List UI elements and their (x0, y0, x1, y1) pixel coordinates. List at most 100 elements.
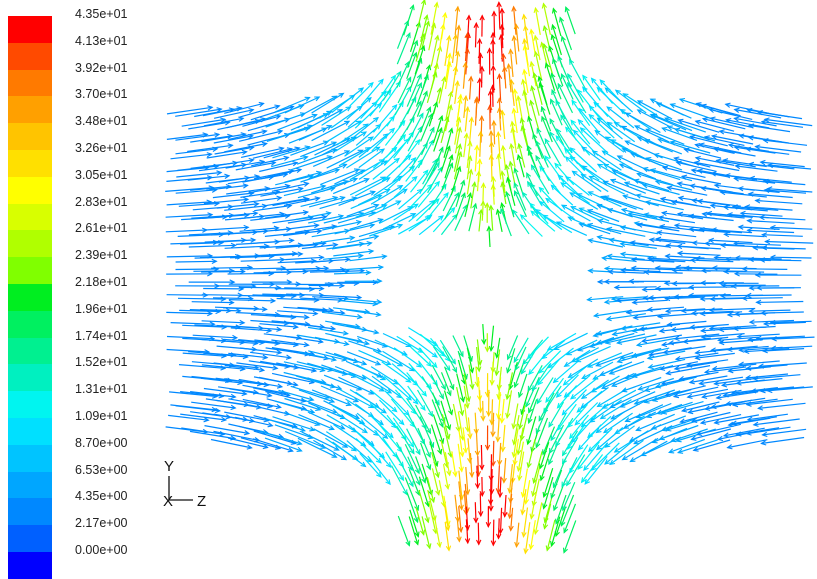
velocity-vector (476, 23, 477, 47)
velocity-vector (493, 413, 494, 436)
velocity-vector (207, 152, 247, 158)
velocity-vector (761, 438, 804, 444)
velocity-vector (345, 267, 383, 270)
velocity-vector (171, 323, 215, 325)
velocity-vector (540, 167, 560, 194)
velocity-vector (622, 209, 657, 218)
colorbar-label: 1.74e+01 (75, 329, 127, 343)
velocity-vector (604, 164, 636, 180)
velocity-vector (404, 5, 414, 35)
velocity-vector (457, 374, 464, 402)
velocity-vector (201, 272, 245, 273)
velocity-vector (543, 215, 572, 232)
velocity-vector (479, 79, 480, 102)
velocity-vector (427, 158, 439, 181)
velocity-vector (590, 400, 622, 422)
velocity-vector (743, 298, 783, 299)
velocity-vector (657, 232, 696, 237)
velocity-vector (748, 221, 795, 224)
velocity-vector (349, 256, 386, 261)
velocity-vector (710, 109, 753, 119)
velocity-vector (371, 367, 398, 384)
colorbar-swatch (8, 257, 52, 284)
velocity-vector (399, 140, 420, 167)
velocity-vector (407, 102, 421, 130)
velocity-vector (743, 269, 788, 270)
velocity-vector (308, 403, 345, 419)
colorbar-swatch (8, 96, 52, 123)
velocity-vector (241, 268, 286, 269)
velocity-vector (756, 201, 803, 204)
velocity-vector (697, 424, 741, 434)
colorbar-swatch (8, 16, 52, 43)
velocity-vector (290, 268, 328, 269)
velocity-vector (453, 35, 456, 63)
velocity-vector (346, 310, 380, 315)
velocity-vector (478, 456, 479, 476)
velocity-vector (724, 272, 764, 273)
velocity-vector (672, 202, 710, 208)
velocity-vector (213, 298, 253, 299)
velocity-vector (429, 24, 435, 51)
velocity-vector (475, 502, 476, 522)
velocity-vector (521, 118, 527, 145)
velocity-vector (407, 373, 427, 396)
velocity-vector (668, 321, 707, 325)
velocity-vector (322, 179, 357, 192)
velocity-vector (691, 260, 733, 262)
velocity-vector (204, 389, 247, 395)
velocity-vector (291, 386, 329, 398)
velocity-vector (398, 516, 409, 546)
velocity-vector (573, 171, 602, 191)
velocity-vector (493, 441, 494, 466)
colorbar-label: 3.70e+01 (75, 87, 127, 101)
velocity-vector (421, 15, 428, 42)
colorbar-label: 2.18e+01 (75, 275, 127, 289)
z-axis-label: Z (197, 493, 206, 510)
velocity-vector (215, 147, 254, 154)
colorbar-label: 3.48e+01 (75, 114, 127, 128)
axis-triad: Y Z X (157, 456, 217, 516)
velocity-vector (177, 166, 218, 170)
colorbar-swatch (8, 311, 52, 338)
colorbar-label: 3.92e+01 (75, 61, 127, 75)
velocity-vector (750, 310, 791, 311)
velocity-vector (621, 270, 660, 272)
velocity-vector (427, 73, 436, 103)
velocity-vector (469, 204, 476, 231)
velocity-vector (187, 145, 232, 151)
velocity-vector (166, 312, 212, 313)
velocity-vector (709, 240, 752, 243)
colorbar-label: 1.09e+01 (75, 409, 127, 423)
colorbar-swatch (8, 70, 52, 97)
velocity-vector (548, 333, 576, 349)
velocity-vector (456, 193, 465, 217)
velocity-vector (442, 163, 453, 190)
velocity-vector (739, 361, 779, 365)
velocity-vector (433, 208, 454, 232)
velocity-vector (657, 402, 692, 413)
velocity-vector (692, 170, 730, 177)
velocity-vector (499, 74, 500, 100)
velocity-vector (334, 273, 370, 274)
colorbar-swatch (8, 204, 52, 231)
velocity-vector (764, 140, 807, 145)
velocity-vector (251, 240, 294, 243)
velocity-vector (229, 300, 275, 301)
velocity-vector (557, 129, 572, 153)
colorbar-label: 2.39e+01 (75, 248, 127, 262)
velocity-vector (167, 107, 212, 114)
velocity-vector (167, 350, 209, 353)
velocity-vector (476, 429, 477, 455)
colorbar-swatch (8, 230, 52, 257)
velocity-vector (432, 468, 438, 494)
velocity-vector (189, 245, 236, 247)
velocity-vector (211, 440, 252, 448)
velocity-vector (501, 209, 511, 236)
velocity-vector (419, 490, 428, 522)
velocity-vector (561, 183, 589, 204)
velocity-vector (480, 493, 481, 516)
velocity-vector (690, 325, 729, 328)
velocity-vector (228, 274, 274, 275)
velocity-vector (598, 118, 623, 139)
